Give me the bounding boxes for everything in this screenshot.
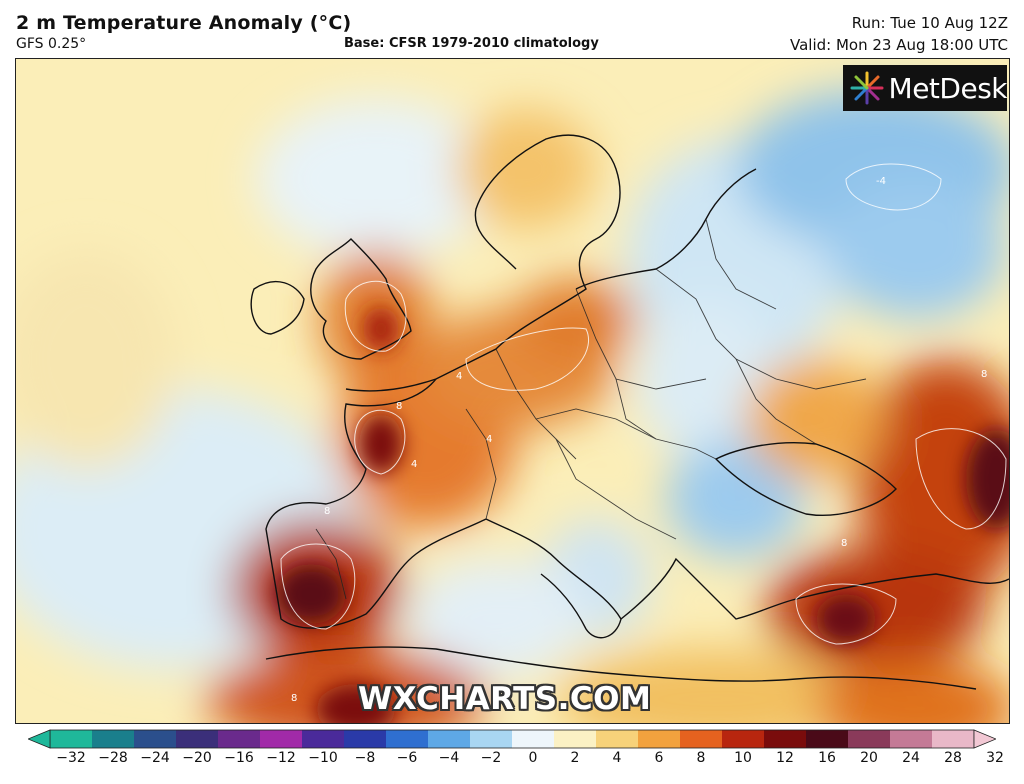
colorbar-cell bbox=[764, 730, 807, 748]
colorbar-cell bbox=[218, 730, 261, 748]
italy-coast bbox=[485, 518, 622, 639]
contour-label: 8 bbox=[981, 369, 987, 380]
run-time-label: Run: Tue 10 Aug 12Z bbox=[851, 14, 1008, 32]
colorbar-cell bbox=[260, 730, 303, 748]
contour-label: 4 bbox=[486, 434, 492, 445]
colorbar-tick-label: −24 bbox=[140, 750, 170, 766]
northern-coast bbox=[345, 134, 621, 392]
contour-label: 8 bbox=[841, 538, 847, 549]
colorbar-tick-label: −32 bbox=[56, 750, 86, 766]
colorbar-tick-label: −10 bbox=[308, 750, 338, 766]
colorbar-cell bbox=[134, 730, 177, 748]
colorbar-cell bbox=[50, 730, 93, 748]
uk-outline bbox=[310, 238, 412, 360]
colorbar-ticks: −32 −28 −24 −20 −16 −12 −10 −8 −6 −4 −2 0 2 4 6 8 10 12 16… bbox=[0, 750, 1024, 778]
contour-labels: 4 8 -4 4 8 8 8 4 8 bbox=[291, 176, 987, 704]
metdesk-logo: MetDesk bbox=[843, 65, 1008, 111]
metdesk-starburst-icon bbox=[849, 70, 885, 106]
coastlines bbox=[250, 134, 1009, 690]
colorbar-tick-label: −20 bbox=[182, 750, 212, 766]
contour-label: 4 bbox=[411, 459, 417, 470]
chart-header: 2 m Temperature Anomaly (°C) GFS 0.25° B… bbox=[0, 0, 1024, 56]
balkan-turkey-coast bbox=[620, 557, 1009, 620]
anomaly-hotspots bbox=[276, 307, 1009, 723]
colorbar-cell bbox=[596, 730, 639, 748]
anomaly-map: 4 8 -4 4 8 8 8 4 8 bbox=[15, 58, 1010, 724]
wxcharts-watermark: WXCHARTS.COM bbox=[358, 681, 652, 717]
colorbar-cell bbox=[848, 730, 891, 748]
country-borders bbox=[315, 218, 867, 600]
black-sea-outline bbox=[714, 441, 897, 516]
colorbar-cell bbox=[554, 730, 597, 748]
colorbar-min-arrow bbox=[28, 729, 51, 749]
colorbar-tick-label: −28 bbox=[98, 750, 128, 766]
metdesk-logo-text: MetDesk bbox=[888, 71, 1008, 105]
colorbar-cell bbox=[176, 730, 219, 748]
colorbar-cell bbox=[302, 730, 345, 748]
colorbar-tick-label: −6 bbox=[396, 750, 418, 766]
colorbar-tick-label: 2 bbox=[570, 750, 580, 766]
colorbar-cell bbox=[680, 730, 723, 748]
colorbar-tick-label: 32 bbox=[986, 750, 1004, 766]
france-iberia-coast bbox=[265, 378, 487, 629]
colorbar-tick-label: −12 bbox=[266, 750, 296, 766]
colorbar-cell bbox=[92, 730, 135, 748]
colorbar-tick-label: 10 bbox=[734, 750, 752, 766]
colorbar-tick-label: 28 bbox=[944, 750, 962, 766]
colorbar-tick-label: 20 bbox=[860, 750, 878, 766]
colorbar-tick-label: −8 bbox=[354, 750, 376, 766]
contour-label: -4 bbox=[876, 176, 886, 187]
colorbar-tick-label: 6 bbox=[654, 750, 664, 766]
model-label: GFS 0.25° bbox=[16, 36, 87, 52]
contour-label: 4 bbox=[456, 371, 462, 382]
colorbar-cell bbox=[386, 730, 429, 748]
colorbar-cell bbox=[806, 730, 849, 748]
base-climatology-label: Base: CFSR 1979-2010 climatology bbox=[344, 36, 599, 51]
colorbar-tick-label: 12 bbox=[776, 750, 794, 766]
colorbar-cell bbox=[470, 730, 513, 748]
colorbar-tick-label: −2 bbox=[480, 750, 502, 766]
contour-lines bbox=[280, 163, 1007, 645]
map-svg: 4 8 -4 4 8 8 8 4 8 bbox=[16, 59, 1009, 723]
colorbar-tick-label: 16 bbox=[818, 750, 836, 766]
ireland-outline bbox=[250, 280, 305, 335]
colorbar-cell bbox=[512, 730, 555, 748]
colorbar-tick-label: −16 bbox=[224, 750, 254, 766]
colorbar-tick-label: 24 bbox=[902, 750, 920, 766]
north-africa-coast bbox=[265, 646, 977, 690]
colorbar-cell bbox=[344, 730, 387, 748]
contour-label: 8 bbox=[324, 506, 330, 517]
colorbar-cell bbox=[890, 730, 933, 748]
colorbar-tick-label: 8 bbox=[696, 750, 706, 766]
colorbar-cell bbox=[722, 730, 765, 748]
contour-label: 8 bbox=[396, 401, 402, 412]
colorbar-cell bbox=[932, 730, 975, 748]
colorbar-max-arrow bbox=[973, 729, 996, 749]
colorbar-cell bbox=[428, 730, 471, 748]
colorbar-cell bbox=[638, 730, 681, 748]
anomaly-field bbox=[16, 89, 1009, 723]
colorbar-tick-label: 0 bbox=[528, 750, 538, 766]
baltic-coast bbox=[575, 168, 757, 290]
contour-label: 8 bbox=[291, 693, 297, 704]
colorbar-tick-label: 4 bbox=[612, 750, 622, 766]
chart-title: 2 m Temperature Anomaly (°C) bbox=[16, 12, 352, 34]
colorbar bbox=[28, 729, 996, 749]
colorbar-tick-label: −4 bbox=[438, 750, 460, 766]
valid-time-label: Valid: Mon 23 Aug 18:00 UTC bbox=[789, 36, 1008, 54]
